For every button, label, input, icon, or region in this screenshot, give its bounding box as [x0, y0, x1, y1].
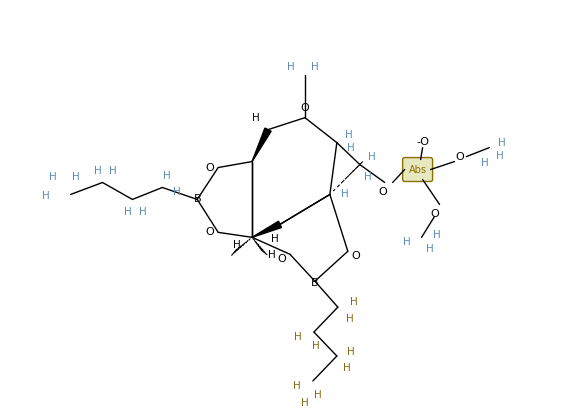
Text: O: O: [378, 187, 387, 198]
Text: H: H: [123, 207, 131, 218]
Text: H: H: [252, 112, 260, 123]
Text: H: H: [433, 230, 440, 240]
Text: H: H: [346, 314, 354, 324]
Text: H: H: [314, 390, 322, 400]
Text: O: O: [206, 227, 215, 237]
Text: -O: -O: [416, 137, 429, 146]
FancyBboxPatch shape: [403, 157, 432, 182]
Text: H: H: [498, 137, 505, 148]
Text: H: H: [293, 381, 301, 391]
Text: H: H: [343, 363, 351, 373]
Text: H: H: [233, 240, 241, 250]
Text: O: O: [430, 209, 439, 219]
Text: H: H: [138, 207, 146, 218]
Text: H: H: [72, 171, 79, 182]
Text: H: H: [42, 191, 50, 202]
Text: B: B: [311, 278, 319, 288]
Text: H: H: [364, 171, 372, 182]
Text: H: H: [347, 143, 355, 153]
Text: H: H: [268, 250, 276, 260]
Text: H: H: [495, 151, 503, 161]
Polygon shape: [252, 128, 271, 162]
Text: H: H: [345, 130, 352, 139]
Text: H: H: [109, 166, 117, 175]
Text: O: O: [278, 254, 287, 264]
Text: H: H: [347, 347, 355, 357]
Text: H: H: [287, 62, 295, 72]
Text: H: H: [426, 244, 434, 254]
Text: H: H: [49, 171, 56, 182]
Text: H: H: [403, 237, 410, 247]
Text: H: H: [173, 187, 181, 198]
Text: H: H: [350, 297, 358, 307]
Text: H: H: [301, 398, 309, 408]
Text: H: H: [93, 166, 101, 175]
Text: H: H: [311, 62, 319, 72]
Text: B: B: [194, 194, 201, 204]
Text: H: H: [481, 157, 488, 168]
Polygon shape: [252, 221, 282, 237]
Text: H: H: [312, 341, 320, 351]
Text: O: O: [301, 103, 309, 113]
Text: O: O: [455, 152, 464, 162]
Text: O: O: [206, 162, 215, 173]
Text: H: H: [341, 189, 348, 200]
Text: O: O: [351, 251, 360, 261]
Text: H: H: [271, 234, 279, 244]
Text: H: H: [368, 152, 376, 162]
Text: H: H: [163, 171, 171, 180]
Text: Abs: Abs: [409, 164, 427, 175]
Text: H: H: [294, 332, 302, 342]
